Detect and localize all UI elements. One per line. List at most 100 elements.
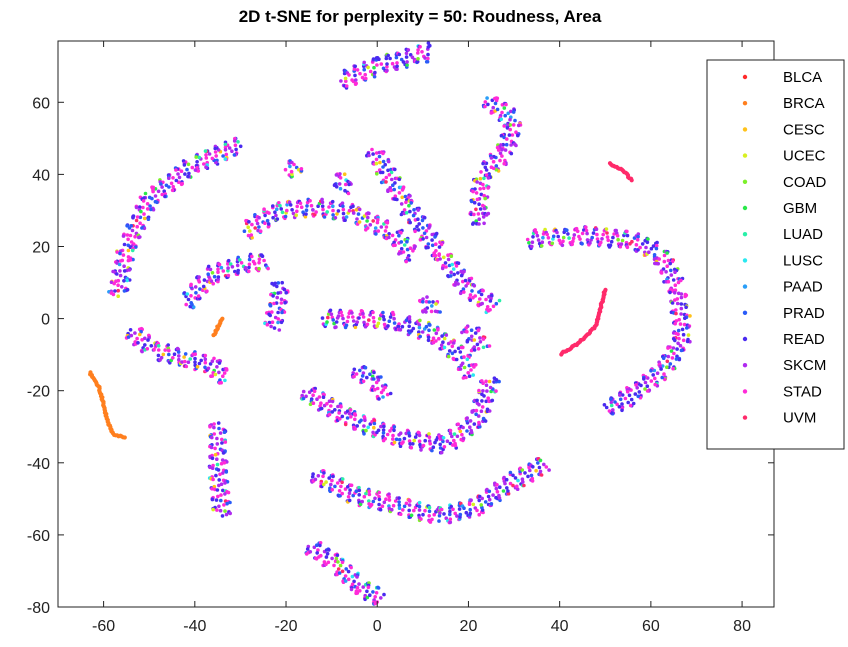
data-point xyxy=(526,474,530,479)
data-point xyxy=(422,231,427,236)
data-point xyxy=(391,312,396,317)
legend-label: STAD xyxy=(783,383,822,400)
data-point xyxy=(642,377,646,381)
data-point xyxy=(446,257,451,262)
data-point xyxy=(210,271,215,275)
data-point xyxy=(211,463,215,468)
data-point xyxy=(654,243,659,248)
data-point xyxy=(536,461,540,465)
data-point xyxy=(601,232,605,237)
data-point xyxy=(186,174,190,179)
data-point xyxy=(394,437,399,442)
data-point xyxy=(483,500,488,504)
data-point xyxy=(520,477,525,482)
data-point xyxy=(456,422,461,427)
data-point xyxy=(172,352,177,357)
data-point xyxy=(174,168,178,172)
data-point xyxy=(331,213,335,217)
data-point xyxy=(166,343,170,347)
legend-marker xyxy=(742,153,748,158)
data-point xyxy=(287,200,292,204)
data-point xyxy=(216,494,220,499)
data-point xyxy=(374,380,379,385)
data-point xyxy=(575,229,580,234)
data-point xyxy=(252,261,257,266)
data-point xyxy=(373,595,378,599)
data-point xyxy=(233,269,237,274)
data-point xyxy=(537,465,542,470)
data-point xyxy=(195,160,199,164)
data-point xyxy=(149,207,153,212)
data-point xyxy=(428,323,432,327)
data-point xyxy=(506,111,511,116)
data-point xyxy=(305,547,310,551)
data-point xyxy=(469,199,474,204)
data-point xyxy=(327,205,331,209)
data-point xyxy=(382,322,387,327)
legend-label: READ xyxy=(783,331,825,348)
data-point xyxy=(475,398,479,403)
data-point xyxy=(582,228,586,232)
data-point xyxy=(147,195,152,200)
data-point xyxy=(193,168,198,172)
data-point xyxy=(459,273,464,278)
data-point xyxy=(364,76,368,81)
data-point xyxy=(619,242,624,246)
data-point xyxy=(355,320,360,324)
data-point xyxy=(169,181,174,186)
data-point xyxy=(379,62,384,66)
data-point xyxy=(423,56,427,60)
data-point xyxy=(468,507,473,512)
data-point xyxy=(434,339,438,343)
data-point xyxy=(149,344,154,348)
data-point xyxy=(500,154,504,158)
data-point xyxy=(276,317,281,321)
data-point xyxy=(531,235,535,239)
data-point xyxy=(116,288,120,293)
data-point xyxy=(276,281,281,285)
data-point xyxy=(343,182,348,187)
data-point xyxy=(453,511,458,516)
data-point xyxy=(126,248,131,253)
data-point xyxy=(671,288,675,293)
legend-marker xyxy=(742,310,748,315)
data-point xyxy=(234,147,238,152)
data-point xyxy=(225,501,229,506)
data-point xyxy=(216,421,221,425)
y-tick-label: -40 xyxy=(27,456,50,473)
data-point xyxy=(344,567,349,571)
data-point xyxy=(377,490,382,495)
data-point xyxy=(644,245,648,250)
data-point xyxy=(418,237,423,242)
data-point xyxy=(202,162,206,166)
data-point xyxy=(475,197,480,202)
data-point xyxy=(497,379,501,384)
data-point xyxy=(156,189,161,194)
data-point xyxy=(356,212,361,216)
data-point xyxy=(365,226,370,230)
data-point xyxy=(372,377,376,381)
data-point xyxy=(334,556,339,561)
data-point xyxy=(346,495,351,499)
data-point xyxy=(442,255,446,260)
data-point xyxy=(415,59,420,64)
data-point xyxy=(404,51,409,56)
x-tick-label: 60 xyxy=(642,618,660,635)
data-point xyxy=(334,320,339,324)
data-point xyxy=(376,218,380,222)
data-point xyxy=(442,445,447,449)
data-point xyxy=(322,482,326,487)
data-point xyxy=(427,432,431,436)
y-tick-label: 40 xyxy=(32,167,50,184)
data-point xyxy=(427,300,432,304)
data-point xyxy=(670,356,675,360)
data-point xyxy=(417,325,422,330)
data-point xyxy=(319,401,323,406)
data-point xyxy=(485,96,489,100)
data-point xyxy=(273,210,277,214)
data-point xyxy=(627,393,632,398)
data-point xyxy=(490,98,495,103)
data-point xyxy=(475,508,479,513)
data-point xyxy=(488,299,493,303)
